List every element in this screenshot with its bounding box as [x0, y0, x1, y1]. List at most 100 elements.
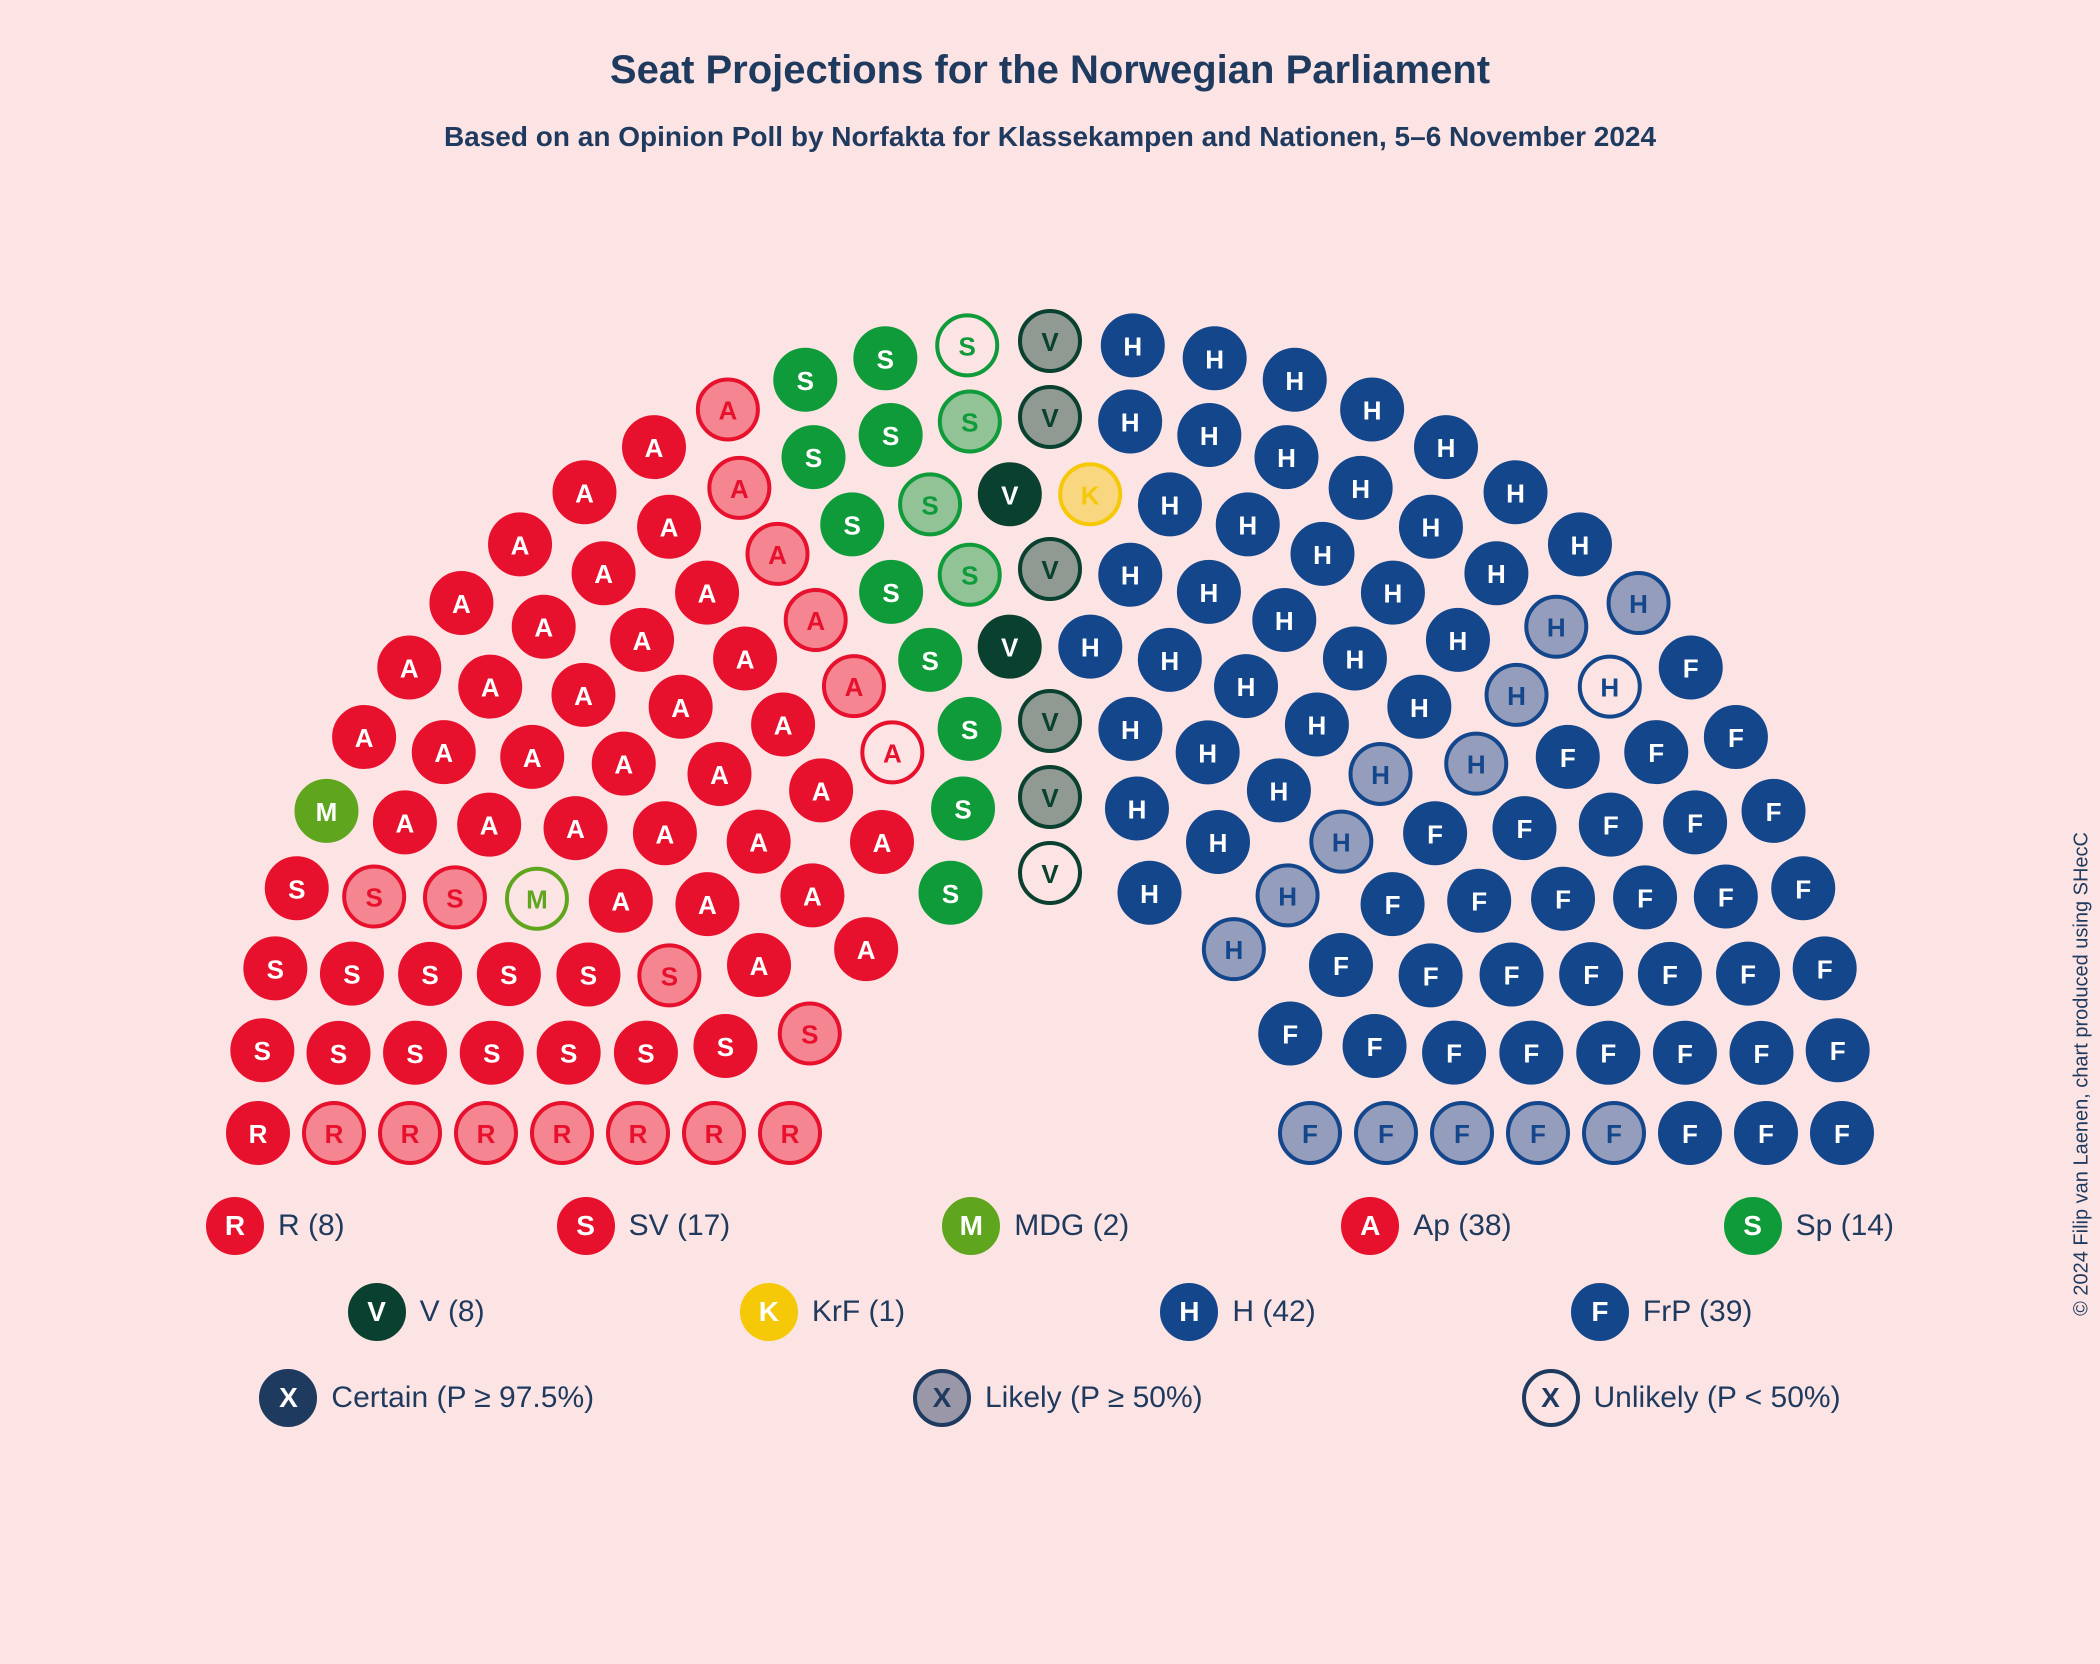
seat: S	[855, 328, 915, 388]
svg-text:V: V	[1041, 327, 1059, 357]
seat: F	[1808, 1020, 1868, 1080]
svg-text:S: S	[942, 879, 959, 909]
seat: F	[1449, 871, 1509, 931]
seat: H	[1100, 699, 1160, 759]
svg-text:S: S	[801, 1020, 818, 1050]
seat: S	[937, 315, 997, 375]
seat: H	[1287, 694, 1347, 754]
legend-item: SSp (14)	[1724, 1197, 1894, 1255]
seat: H	[1179, 562, 1239, 622]
svg-text:H: H	[1285, 366, 1304, 396]
svg-text:F: F	[1583, 960, 1599, 990]
svg-text:H: H	[1081, 633, 1100, 663]
svg-text:H: H	[1140, 879, 1159, 909]
seat: F	[1744, 781, 1804, 841]
svg-text:A: A	[574, 681, 593, 711]
seat: H	[1416, 417, 1476, 477]
seat: H	[1265, 350, 1325, 410]
svg-text:F: F	[1427, 819, 1443, 849]
legend-label: SV (17)	[629, 1209, 731, 1243]
svg-text:H: H	[1160, 646, 1179, 676]
svg-text:F: F	[1683, 653, 1699, 683]
legend-swatch: S	[557, 1197, 615, 1255]
legend-swatch: H	[1160, 1283, 1218, 1341]
seat: F	[1773, 858, 1833, 918]
seat: S	[695, 1016, 755, 1076]
svg-text:A: A	[452, 589, 471, 619]
svg-text:H: H	[1238, 510, 1257, 540]
seat: S	[425, 867, 485, 927]
seat: A	[414, 722, 474, 782]
seat: R	[380, 1103, 440, 1163]
seat: H	[1487, 665, 1547, 725]
legend-label: Likely (P ≥ 50%)	[985, 1381, 1203, 1415]
svg-text:S: S	[797, 366, 814, 396]
legend: RR (8)SSV (17)MMDG (2)AAp (38)SSp (14) V…	[100, 1197, 2000, 1427]
svg-text:A: A	[806, 606, 825, 636]
seat: F	[1311, 935, 1371, 995]
seat: S	[933, 778, 993, 838]
seat: H	[1185, 328, 1245, 388]
svg-text:F: F	[1795, 874, 1811, 904]
seat: A	[554, 462, 614, 522]
svg-text:V: V	[1001, 633, 1019, 663]
seat: H	[1216, 656, 1276, 716]
legend-swatch: K	[740, 1283, 798, 1341]
seat: A	[502, 727, 562, 787]
svg-text:A: A	[710, 760, 729, 790]
svg-text:R: R	[325, 1119, 344, 1149]
svg-text:F: F	[1367, 1032, 1383, 1062]
svg-text:F: F	[1754, 1039, 1770, 1069]
seat: F	[1661, 637, 1721, 697]
seat: S	[400, 944, 460, 1004]
svg-text:A: A	[481, 673, 500, 703]
seat: A	[852, 812, 912, 872]
legend-item: MMDG (2)	[942, 1197, 1129, 1255]
svg-text:V: V	[1041, 859, 1059, 889]
legend-parties-row-2: VV (8)KKrF (1)HH (42)FFrP (39)	[100, 1283, 2000, 1341]
svg-text:H: H	[1275, 606, 1294, 636]
seat: A	[594, 734, 654, 794]
svg-text:F: F	[1423, 961, 1439, 991]
seat: V	[1020, 387, 1080, 447]
seat: A	[782, 865, 842, 925]
seat: A	[459, 795, 519, 855]
svg-text:S: S	[500, 960, 517, 990]
svg-text:F: F	[1333, 951, 1349, 981]
seat: H	[1292, 524, 1352, 584]
seat: H	[1178, 722, 1238, 782]
seat: F	[1508, 1103, 1568, 1163]
svg-text:S: S	[959, 331, 976, 361]
seat: K	[1060, 464, 1120, 524]
legend-item: AAp (38)	[1341, 1197, 1511, 1255]
svg-text:F: F	[1446, 1039, 1462, 1069]
seat: H	[1204, 919, 1264, 979]
seat: S	[385, 1023, 445, 1083]
seat: S	[900, 474, 960, 534]
seat: M	[296, 781, 356, 841]
legend-swatch: X	[259, 1369, 317, 1427]
svg-text:S: S	[267, 954, 284, 984]
seat: A	[715, 629, 775, 689]
seat: F	[1405, 803, 1465, 863]
svg-text:A: A	[730, 474, 749, 504]
svg-text:H: H	[1547, 613, 1566, 643]
svg-text:A: A	[534, 613, 553, 643]
seat: H	[1311, 812, 1371, 872]
seat: H	[1550, 514, 1610, 574]
seat: H	[1363, 563, 1423, 623]
svg-text:R: R	[553, 1119, 572, 1149]
svg-text:A: A	[857, 935, 876, 965]
seat: H	[1100, 392, 1160, 452]
svg-text:F: F	[1603, 811, 1619, 841]
svg-text:A: A	[656, 819, 675, 849]
chart-title: Seat Projections for the Norwegian Parli…	[0, 0, 2100, 93]
seat: H	[1256, 427, 1316, 487]
svg-text:A: A	[750, 951, 769, 981]
svg-text:H: H	[1332, 828, 1351, 858]
seat: F	[1501, 1023, 1561, 1083]
legend-label: V (8)	[420, 1295, 485, 1329]
svg-text:S: S	[717, 1032, 734, 1062]
svg-text:S: S	[483, 1039, 500, 1069]
svg-text:S: S	[961, 408, 978, 438]
